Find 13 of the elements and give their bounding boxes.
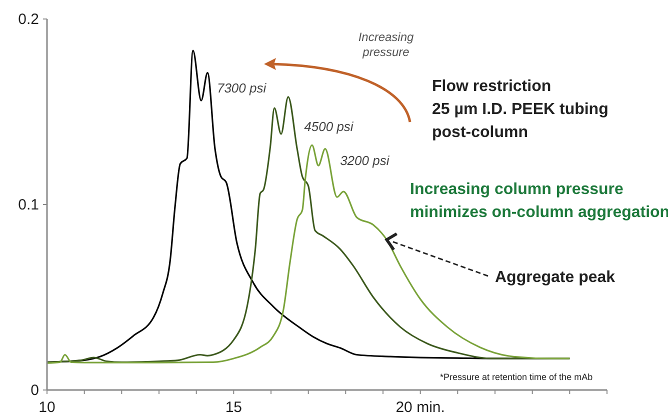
series-label: 3200 psi	[340, 153, 390, 168]
y-tick-label: 0.2	[18, 11, 39, 28]
x-tick-label: 15	[225, 399, 242, 416]
annotation: Aggregate peak	[495, 269, 616, 286]
y-tick-label: 0	[30, 382, 39, 399]
x-tick-label: 20 min.	[396, 399, 445, 416]
annotation: *Pressure at retention time of the mAb	[440, 372, 593, 382]
x-tick-label: 10	[38, 399, 56, 416]
annotation: Flow restriction 25 µm I.D. PEEK tubing post-column	[432, 78, 608, 141]
annotation: Increasing pressure	[358, 30, 414, 59]
series-label: 4500 psi	[304, 118, 354, 134]
y-tick-label: 0.1	[18, 196, 39, 214]
series-label: 7300 psi	[216, 80, 268, 96]
